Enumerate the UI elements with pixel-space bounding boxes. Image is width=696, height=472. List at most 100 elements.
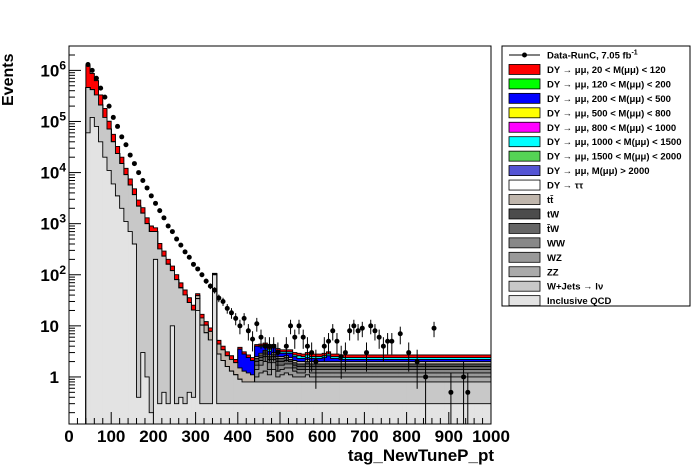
legend-swatch bbox=[508, 92, 541, 104]
data-point bbox=[148, 193, 154, 199]
data-point bbox=[245, 324, 251, 341]
legend-swatch bbox=[508, 222, 541, 234]
hist-bar bbox=[128, 231, 133, 424]
data-point bbox=[292, 329, 298, 349]
data-marker bbox=[330, 328, 336, 334]
data-marker bbox=[347, 328, 353, 334]
data-marker bbox=[165, 223, 171, 229]
hist-bar bbox=[402, 403, 407, 424]
data-point bbox=[250, 331, 256, 352]
data-marker bbox=[98, 85, 104, 91]
data-point bbox=[275, 342, 281, 372]
hist-bar bbox=[246, 381, 251, 424]
legend-swatch bbox=[508, 251, 541, 263]
hist-bar bbox=[115, 195, 120, 424]
hist-bar bbox=[191, 310, 196, 424]
data-point bbox=[131, 161, 137, 167]
hist-bar bbox=[453, 381, 458, 424]
data-point bbox=[241, 313, 247, 326]
data-marker bbox=[292, 334, 298, 340]
hist-bar bbox=[267, 381, 272, 424]
data-marker bbox=[110, 114, 116, 120]
hist-bar bbox=[364, 403, 369, 424]
data-point bbox=[330, 324, 336, 341]
legend-label: ZZ bbox=[547, 267, 559, 278]
data-marker bbox=[140, 177, 146, 183]
data-marker bbox=[131, 161, 137, 167]
hist-bar bbox=[140, 352, 146, 424]
legend-label: Data-RunC, 7.05 fb-1 bbox=[547, 50, 638, 62]
hist-bar bbox=[474, 381, 479, 424]
hist-bar bbox=[229, 371, 234, 424]
data-points bbox=[85, 62, 471, 424]
data-marker bbox=[203, 278, 209, 284]
hist-bar bbox=[410, 381, 416, 424]
hist-bar bbox=[195, 310, 201, 424]
data-marker bbox=[372, 328, 378, 334]
hist-bar bbox=[182, 294, 188, 424]
data-point bbox=[461, 361, 467, 424]
data-point bbox=[465, 372, 471, 424]
hist-bar bbox=[208, 403, 213, 424]
hist-bar bbox=[385, 381, 391, 424]
hist-bar bbox=[170, 325, 175, 424]
data-marker bbox=[355, 328, 361, 334]
hist-bar bbox=[360, 381, 365, 424]
legend-swatch bbox=[508, 165, 541, 177]
stacked-histograms bbox=[69, 64, 492, 425]
hist-bar bbox=[339, 403, 344, 424]
data-point bbox=[203, 278, 209, 284]
hist-bar bbox=[330, 403, 336, 424]
y-axis-title: Events bbox=[0, 53, 17, 106]
hist-bar bbox=[334, 403, 340, 424]
legend-swatch bbox=[508, 208, 541, 220]
hist-bar bbox=[313, 403, 319, 424]
hist-bar bbox=[144, 376, 150, 424]
data-marker bbox=[304, 343, 310, 349]
data-point bbox=[380, 337, 386, 362]
data-point bbox=[93, 75, 99, 81]
hist-bar bbox=[233, 403, 239, 424]
hist-bar bbox=[309, 381, 315, 424]
data-point bbox=[85, 62, 91, 68]
data-marker bbox=[342, 350, 348, 356]
hist-bar bbox=[149, 412, 154, 424]
hist-bar bbox=[317, 403, 323, 424]
legend-entry: DY → μμ, 1500 < M(μμ) < 2000 bbox=[508, 150, 682, 163]
hist-bar bbox=[136, 397, 142, 424]
hist-bar bbox=[140, 213, 146, 424]
hist-outline bbox=[69, 87, 491, 425]
hist-bar bbox=[254, 381, 260, 424]
hist-bar bbox=[204, 332, 209, 424]
data-marker bbox=[93, 75, 99, 81]
hist-bar bbox=[419, 381, 424, 424]
hist-bar bbox=[191, 397, 196, 424]
data-marker bbox=[144, 185, 150, 191]
data-marker bbox=[389, 338, 395, 344]
data-marker bbox=[136, 170, 142, 176]
legend-swatch bbox=[508, 78, 541, 90]
legend-entry: WW bbox=[508, 237, 565, 249]
legend-label: t̄W bbox=[547, 224, 560, 235]
hist-bar bbox=[102, 157, 108, 424]
legend-entry: DY → ττ bbox=[508, 179, 584, 192]
data-marker bbox=[275, 350, 281, 356]
hist-bar bbox=[393, 381, 399, 424]
legend-label: DY → μμ, 1000 < M(μμ) < 1500 bbox=[547, 137, 682, 148]
hist-bar bbox=[271, 381, 277, 424]
data-marker bbox=[288, 323, 294, 329]
legend-entry: tW bbox=[508, 208, 559, 220]
data-point bbox=[423, 361, 429, 424]
legend-entry: DY → μμ, 200 < M(μμ) < 500 bbox=[508, 92, 671, 105]
data-point bbox=[98, 85, 104, 91]
hist-bar bbox=[402, 381, 407, 424]
hist-bar bbox=[339, 381, 344, 424]
data-point bbox=[157, 208, 163, 214]
data-point bbox=[199, 272, 205, 278]
x-tick-label: 900 bbox=[435, 427, 463, 446]
hist-bar bbox=[482, 381, 488, 424]
legend-entry: DY → μμ, 800 < M(μμ) < 1000 bbox=[508, 121, 676, 134]
data-point bbox=[258, 329, 264, 349]
hist-bar bbox=[85, 132, 91, 424]
hist-bar bbox=[187, 392, 192, 424]
